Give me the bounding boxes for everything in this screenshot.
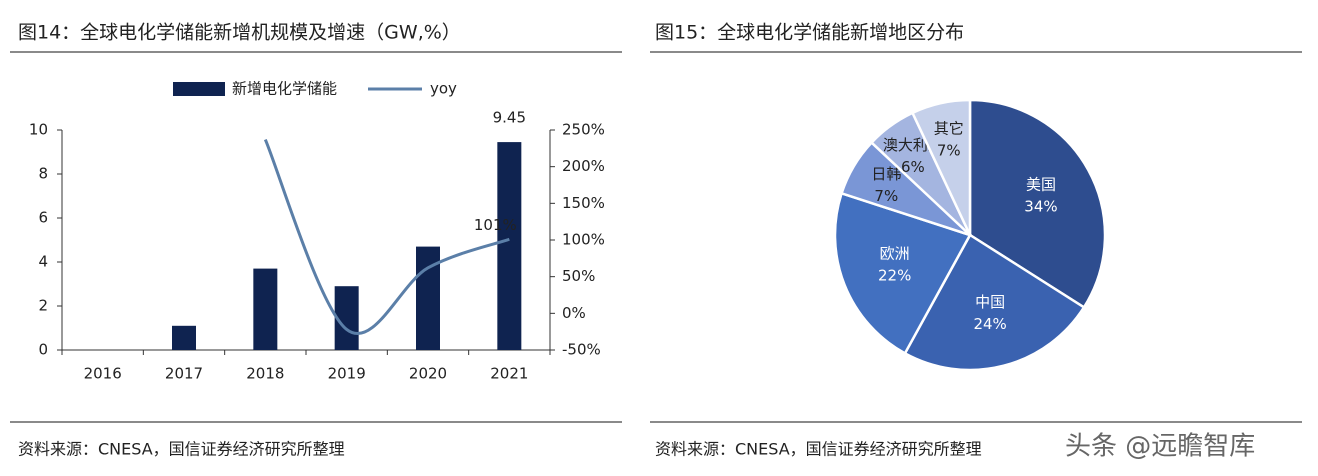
y2-tick-label: 0%: [562, 304, 586, 322]
slice-value: 6%: [901, 158, 925, 176]
y2-tick-label: 200%: [562, 157, 605, 175]
legend-label: 新增电化学储能: [232, 80, 337, 98]
y-tick-label: 4: [38, 253, 48, 271]
data-label: 101%: [474, 216, 517, 234]
x-tick-label: 2019: [328, 365, 366, 383]
pie-slice: [833, 191, 972, 355]
chart-title: 图15：全球电化学储能新增地区分布: [655, 22, 964, 44]
slice-label: 美国: [1026, 175, 1056, 193]
source: 资料来源：CNESA，国信证券经济研究所整理: [18, 440, 345, 459]
slice-value: 7%: [874, 187, 898, 205]
bar: [497, 142, 522, 350]
slice-value: 22%: [878, 266, 911, 284]
bar: [172, 325, 196, 350]
line: [263, 138, 510, 335]
y-tick-label: 2: [38, 297, 48, 315]
slice-value: 24%: [973, 315, 1006, 333]
x-tick-label: 2017: [165, 365, 203, 383]
legend-swatch: [173, 82, 225, 96]
x-tick-label: 2016: [84, 365, 122, 383]
x-tick-label: 2018: [246, 365, 284, 383]
slice-value: 7%: [937, 142, 961, 160]
slice-label: 日韩: [871, 165, 901, 183]
legend-label: yoy: [430, 80, 457, 98]
pie-slice: [903, 233, 1086, 372]
data-label: 9.45: [493, 109, 526, 127]
y-tick-label: 10: [29, 121, 48, 139]
y2-tick-label: 250%: [562, 121, 605, 139]
y2-tick-label: -50%: [562, 341, 601, 359]
y-tick-label: 0: [38, 341, 48, 359]
chart-title: 图14：全球电化学储能新增机规模及增速（GW,%）: [18, 22, 461, 44]
slice-label: 其它: [934, 120, 964, 138]
pie-slice: [910, 98, 972, 236]
bar: [253, 268, 278, 350]
y2-tick-label: 150%: [562, 194, 605, 212]
source: 资料来源：CNESA，国信证券经济研究所整理: [655, 440, 982, 459]
y2-tick-label: 100%: [562, 231, 605, 249]
x-tick-label: 2020: [409, 365, 447, 383]
y2-tick-label: 50%: [562, 267, 595, 285]
y-tick-label: 8: [38, 165, 48, 183]
watermark: 头条 @远瞻智库: [1065, 432, 1255, 462]
slice-label: 中国: [975, 293, 1005, 311]
slice-label: 欧洲: [880, 244, 910, 262]
y-tick-label: 6: [38, 209, 48, 227]
slice-value: 34%: [1024, 197, 1057, 215]
x-tick-label: 2021: [490, 365, 528, 383]
